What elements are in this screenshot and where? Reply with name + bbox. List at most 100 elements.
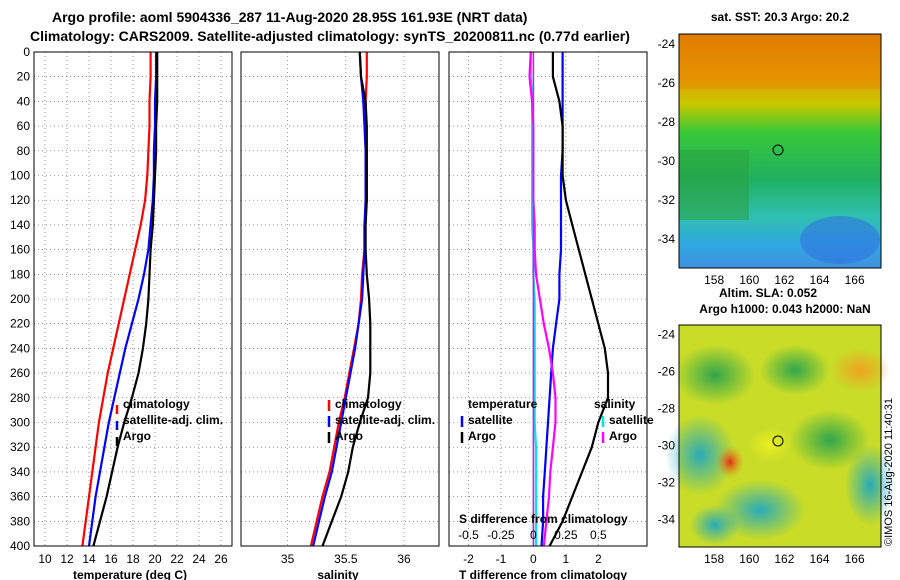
x-tick-label: 12 <box>60 552 74 566</box>
sla-low-blob <box>665 415 735 495</box>
lat-tick-label: -34 <box>658 512 676 526</box>
salinity-axis-ticks: 35 35.5 36 <box>281 552 411 566</box>
x-tick-label: 26 <box>214 552 228 566</box>
lon-tick-label: 166 <box>845 273 865 287</box>
lon-tick-label: 164 <box>810 552 830 566</box>
lat-tick-label: -28 <box>658 115 676 129</box>
x-tick-label: 35 <box>281 552 295 566</box>
legend-argo: Argo <box>123 429 151 443</box>
lon-tick-label: 164 <box>810 273 830 287</box>
y-tick-label: 140 <box>10 218 30 232</box>
lon-tick-label: 162 <box>774 273 794 287</box>
x-tick-label-top: 0.5 <box>590 528 607 542</box>
lon-tick-label: 166 <box>845 552 865 566</box>
t-difference-axis-ticks: -2 -1 0 1 2 <box>463 552 602 566</box>
sla-high-blob <box>830 348 890 392</box>
x-tick-label: 36 <box>397 552 411 566</box>
legend-satellite-adj-clim: satellite-adj. clim. <box>335 413 435 427</box>
series-line-satellite-adj-clim <box>87 52 158 547</box>
x-tick-label: 35.5 <box>334 552 358 566</box>
y-tick-label: 120 <box>10 193 30 207</box>
y-tick-label: 240 <box>10 341 30 355</box>
figure-title-line1: Argo profile: aoml 5904336_287 11-Aug-20… <box>52 9 527 25</box>
figure-title-line2: Climatology: CARS2009. Satellite-adjuste… <box>30 28 630 44</box>
sst-cool-patch <box>679 150 749 220</box>
series-line-t-argo <box>548 52 610 547</box>
sst-map-frame <box>678 33 882 269</box>
difference-series <box>528 51 610 547</box>
sla-low-blob <box>760 345 830 395</box>
sst-lat-ticks: -24 -26 -28 -30 -32 -34 <box>658 37 676 246</box>
x-tick-label: 20 <box>148 552 162 566</box>
difference-legend: temperature salinity satellite Argo sate… <box>460 397 654 443</box>
argo-float-marker <box>772 435 784 447</box>
series-line-argo <box>321 51 372 547</box>
depth-axis-ticks: 0 20 40 60 80 100 120 140 160 180 200 220 240 260 280 3… <box>10 45 30 553</box>
x-tick-label-top: 0 <box>530 528 537 542</box>
temperature-profile-panel: 0 20 40 60 80 100 120 140 160 180 200 220 240 260 280 3… <box>10 45 233 580</box>
x-tick-label: 24 <box>192 552 206 566</box>
sla-lat-ticks: -24 -26 -28 -30 -32 -34 <box>658 327 676 526</box>
sla-low-blob <box>790 410 870 470</box>
series-line-satellite-adj-clim <box>312 51 367 547</box>
y-tick-label: 340 <box>10 465 30 479</box>
sst-map-panel: sat. SST: 20.3 Argo: 20.2 -24 -26 -28 -30 -3… <box>658 10 882 287</box>
salinity-gridlines <box>241 51 439 547</box>
temperature-series <box>81 52 159 547</box>
legend-argo: Argo <box>335 429 363 443</box>
series-line-climatology <box>309 52 368 547</box>
temperature-legend: climatology satellite-adj. clim. Argo <box>115 397 223 446</box>
series-line-t-satellite <box>540 52 564 547</box>
legend-title-salinity: salinity <box>594 397 636 411</box>
y-tick-label: 0 <box>23 45 30 59</box>
y-tick-label: 60 <box>17 119 31 133</box>
salinity-plot-frame <box>240 51 440 547</box>
sla-lon-ticks: 158 160 162 164 166 <box>704 552 865 566</box>
lon-tick-label: 162 <box>774 552 794 566</box>
argo-float-marker <box>772 144 784 156</box>
series-line-s-satellite <box>529 52 538 546</box>
sla-map-title-line1: Altim. SLA: 0.052 <box>719 286 817 300</box>
legend-title-temperature: temperature <box>468 397 538 411</box>
x-tick-label: 22 <box>170 552 184 566</box>
y-tick-label: 20 <box>17 70 31 84</box>
x-tick-label: -1 <box>496 552 507 566</box>
difference-plot-frame <box>448 51 648 547</box>
x-tick-label: 14 <box>82 552 96 566</box>
difference-gridlines <box>449 51 647 547</box>
x-tick-label-top: -0.25 <box>487 528 515 542</box>
legend-s-argo: Argo <box>609 429 637 443</box>
y-tick-label: 360 <box>10 490 30 504</box>
x-tick-label: -2 <box>463 552 474 566</box>
temperature-axis-ticks: 10 12 14 16 18 20 22 24 26 <box>38 552 228 566</box>
x-tick-label: 1 <box>563 552 570 566</box>
temperature-axis-label: temperature (deg C) <box>73 568 187 580</box>
sla-low-blob <box>845 445 895 525</box>
sla-map-frame <box>678 324 882 548</box>
legend-satellite-adj-clim: satellite-adj. clim. <box>123 413 223 427</box>
lat-tick-label: -32 <box>658 193 676 207</box>
lat-tick-label: -28 <box>658 401 676 415</box>
temperature-gridlines <box>34 51 232 547</box>
y-tick-label: 380 <box>10 514 30 528</box>
s-difference-axis-ticks: -0.5 -0.25 0 0.25 0.5 <box>458 528 607 542</box>
legend-s-satellite: satellite <box>609 413 654 427</box>
lat-tick-label: -26 <box>658 364 676 378</box>
imos-credit: ©IMOS 16-Aug-2020 11:40:31 <box>883 398 895 546</box>
salinity-series <box>309 51 372 547</box>
series-line-climatology <box>81 52 152 547</box>
lat-tick-label: -26 <box>658 76 676 90</box>
lon-tick-label: 158 <box>704 552 724 566</box>
sst-lon-ticks: 158 160 162 164 166 <box>704 273 865 287</box>
salinity-profile-panel: 35 35.5 36 salinity climatology satellite-… <box>240 51 440 580</box>
lat-tick-label: -32 <box>658 475 676 489</box>
y-tick-label: 80 <box>17 144 31 158</box>
temperature-plot-frame <box>33 51 233 547</box>
lon-tick-label: 158 <box>704 273 724 287</box>
lat-tick-label: -30 <box>658 438 676 452</box>
lon-tick-label: 160 <box>739 273 759 287</box>
x-tick-label: 2 <box>595 552 602 566</box>
sst-warm-band <box>679 34 881 89</box>
sla-high-blob <box>716 446 744 478</box>
